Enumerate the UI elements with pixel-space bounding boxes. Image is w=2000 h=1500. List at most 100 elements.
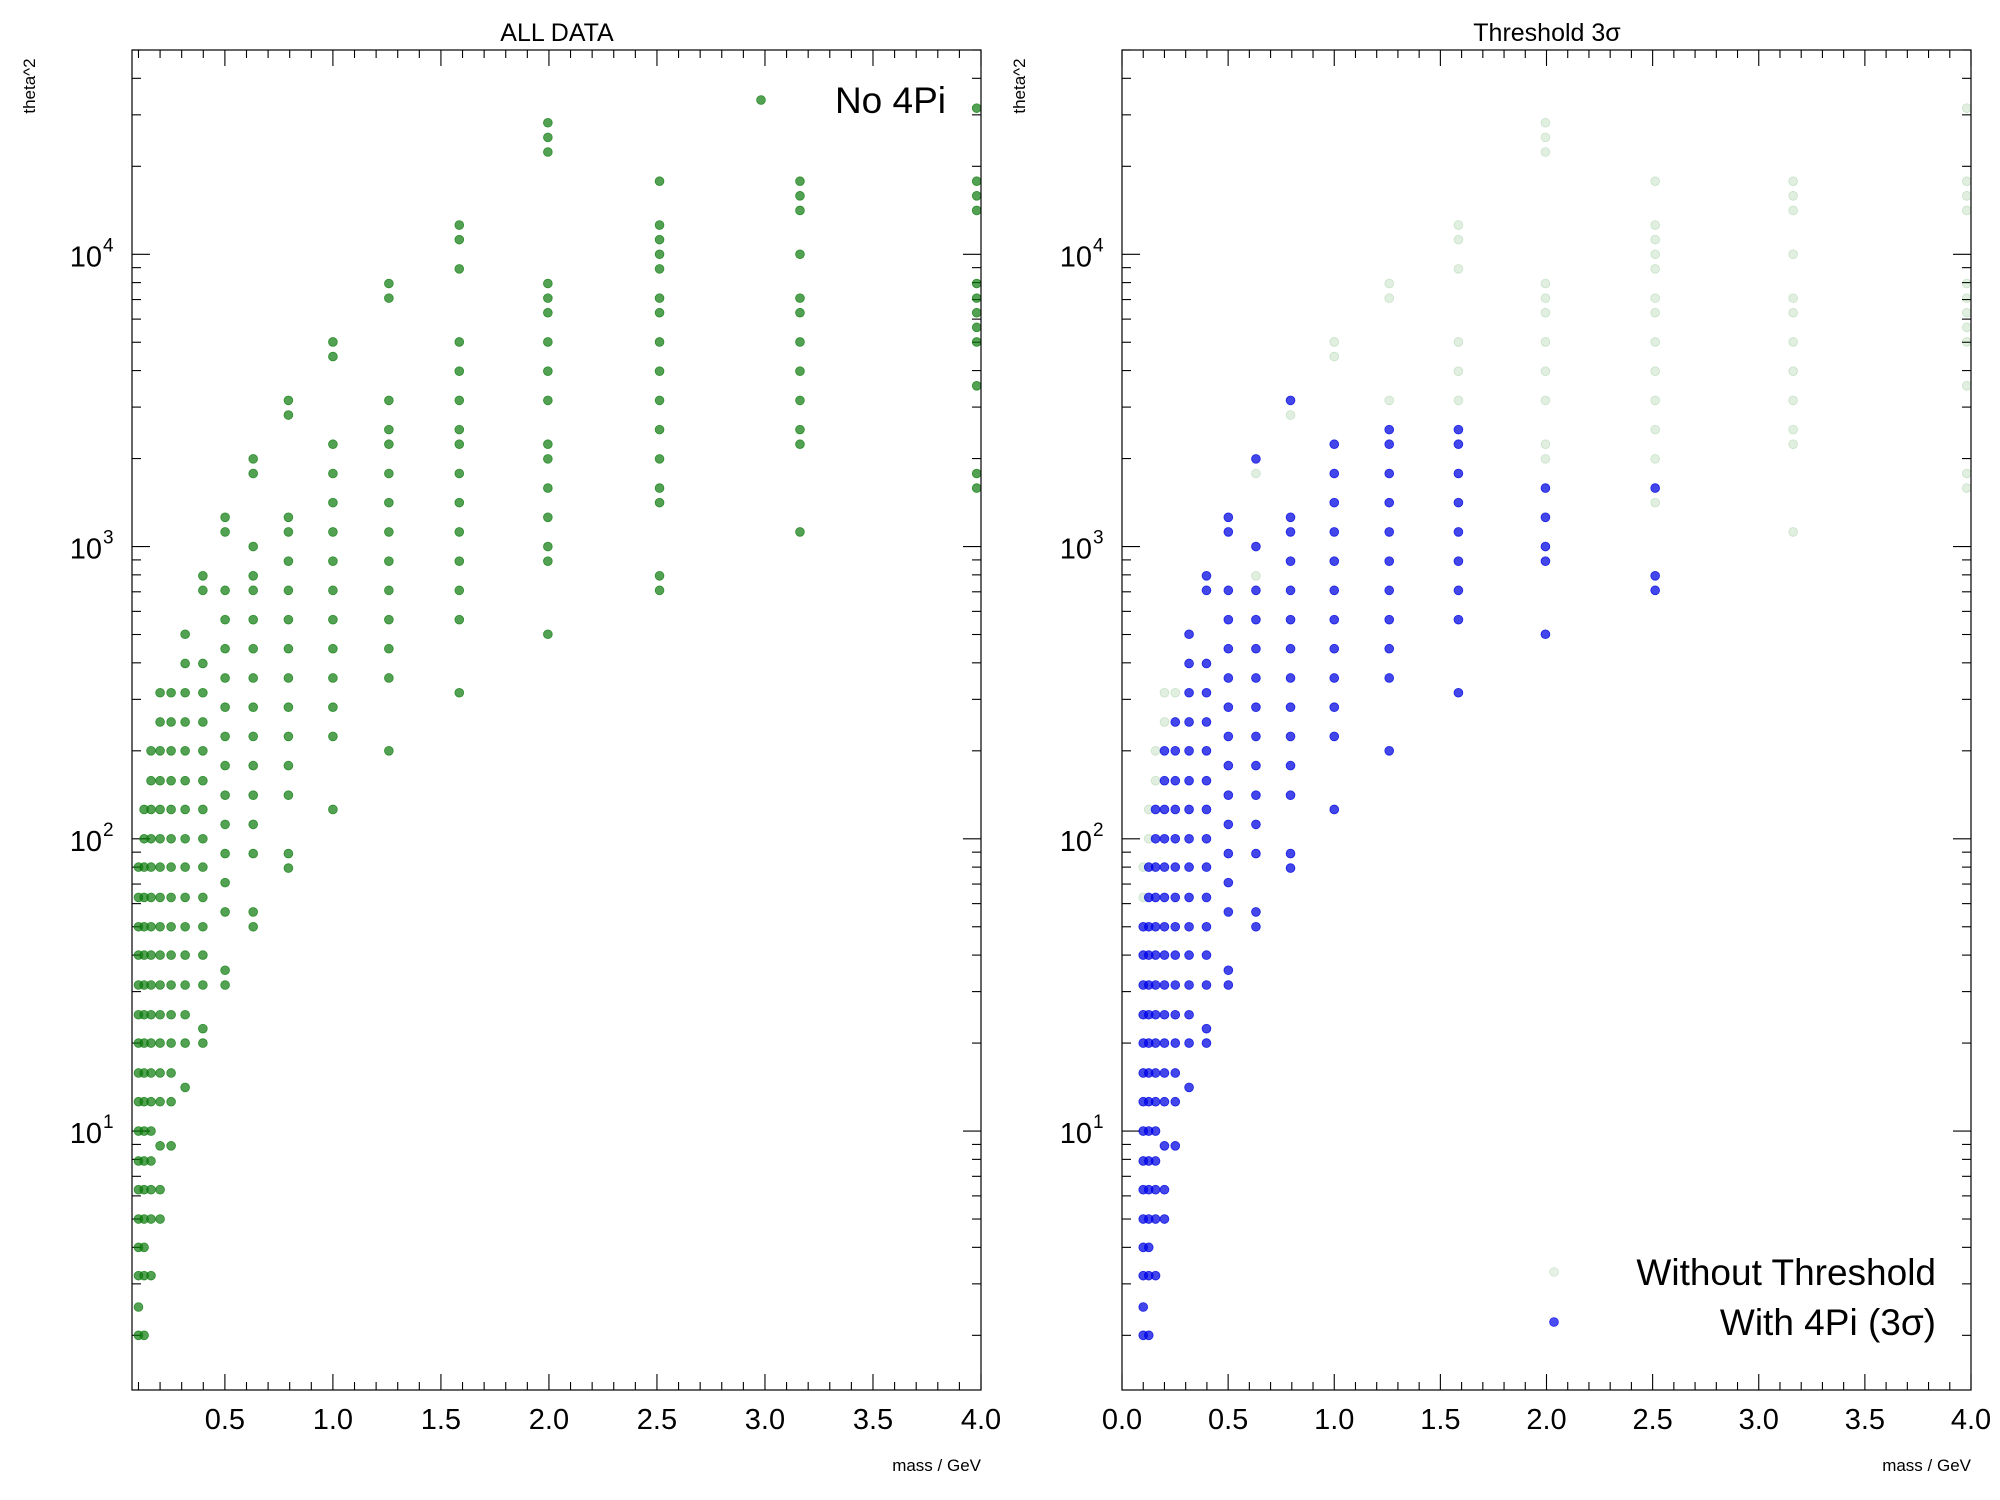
data-point — [1159, 921, 1170, 932]
data-point — [146, 1126, 156, 1136]
data-point — [283, 702, 294, 713]
data-point — [1384, 278, 1395, 289]
data-point — [1453, 337, 1464, 347]
data-point — [220, 848, 230, 859]
data-point — [328, 673, 338, 683]
data-point — [1961, 278, 1972, 289]
data-point — [328, 614, 338, 625]
data-point — [1384, 468, 1395, 479]
y-tick-exponent: 1 — [103, 1112, 114, 1133]
data-point — [328, 439, 338, 450]
x-tick-label: 0.0 — [1102, 1404, 1142, 1436]
data-point — [155, 1214, 165, 1224]
panel-threshold: Threshold 3σ theta^2 mass / GeV 0.0 0.5 1.… — [1010, 19, 1991, 1475]
data-point — [454, 234, 465, 245]
data-point — [1223, 819, 1234, 830]
data-point — [795, 527, 805, 537]
data-point — [198, 804, 208, 815]
data-point — [1285, 614, 1296, 625]
data-point — [328, 702, 338, 713]
data-point — [1251, 921, 1261, 932]
data-point — [1150, 1184, 1161, 1195]
data-point — [155, 1068, 165, 1078]
data-point — [454, 337, 465, 347]
legend-label: No 4Pi — [835, 80, 946, 121]
data-point — [166, 717, 176, 727]
data-point — [1285, 585, 1296, 596]
data-point — [1540, 337, 1551, 347]
data-point — [283, 863, 294, 873]
x-axis-label: mass / GeV — [892, 1456, 981, 1475]
y-tick-exponent: 4 — [103, 235, 114, 256]
data-point — [166, 1068, 176, 1078]
data-point — [654, 571, 665, 581]
x-axis-label: mass / GeV — [1882, 1456, 1971, 1475]
data-point — [795, 424, 805, 435]
data-point — [1285, 848, 1296, 859]
data-point — [1961, 380, 1972, 391]
data-point — [1170, 1096, 1181, 1107]
data-point — [1285, 643, 1296, 654]
data-point — [146, 921, 156, 932]
data-point — [1184, 1038, 1194, 1048]
data-point — [248, 790, 258, 800]
data-point — [1788, 527, 1798, 537]
data-point — [1285, 556, 1296, 566]
data-point — [1453, 468, 1464, 479]
data-point — [971, 337, 982, 347]
x-tick-label: 0.5 — [1208, 1404, 1248, 1436]
data-point — [180, 717, 190, 727]
x-tick-label: 3.0 — [745, 1404, 785, 1436]
data-point — [198, 775, 208, 786]
data-point — [1223, 643, 1234, 654]
data-point — [1223, 907, 1234, 917]
data-point — [1170, 1068, 1181, 1078]
data-point — [328, 527, 338, 537]
y-tick-base: 10 — [1060, 826, 1092, 858]
data-point — [283, 614, 294, 625]
data-point — [1201, 746, 1212, 756]
data-point — [283, 512, 294, 523]
data-point — [1201, 921, 1212, 932]
data-point — [795, 366, 805, 376]
data-point — [454, 366, 465, 376]
data-point — [1788, 205, 1798, 216]
data-point — [454, 395, 465, 406]
y-tick-exponent: 3 — [1093, 528, 1104, 549]
data-point — [155, 980, 165, 990]
plot-frame — [131, 49, 982, 1391]
data-point — [1170, 804, 1181, 815]
data-point — [654, 497, 665, 508]
data-point — [1384, 424, 1395, 435]
data-point — [155, 775, 165, 786]
data-point — [1170, 746, 1181, 756]
data-point — [1150, 921, 1161, 932]
data-point — [795, 307, 805, 318]
data-point — [180, 1009, 190, 1020]
tick-marks — [1121, 49, 1972, 1390]
data-point — [971, 322, 982, 333]
y-tick-exponent: 4 — [1093, 235, 1104, 256]
data-point — [146, 892, 156, 903]
data-point — [1650, 249, 1660, 260]
data-point — [146, 980, 156, 990]
data-point — [248, 760, 258, 771]
data-point — [1285, 395, 1296, 406]
data-point — [155, 833, 165, 844]
data-point — [1223, 702, 1234, 713]
data-point — [283, 395, 294, 406]
data-point — [1329, 468, 1340, 479]
data-point — [155, 1009, 165, 1020]
data-point — [180, 950, 190, 960]
data-point — [1384, 497, 1395, 508]
y-tick-exponent: 1 — [1093, 1112, 1104, 1133]
data-point — [1170, 950, 1181, 960]
data-point — [1201, 892, 1212, 903]
data-point — [248, 454, 258, 464]
data-point — [1453, 395, 1464, 406]
scatter-points — [1138, 103, 1972, 1341]
data-point — [146, 1096, 156, 1107]
data-point — [1184, 717, 1194, 727]
